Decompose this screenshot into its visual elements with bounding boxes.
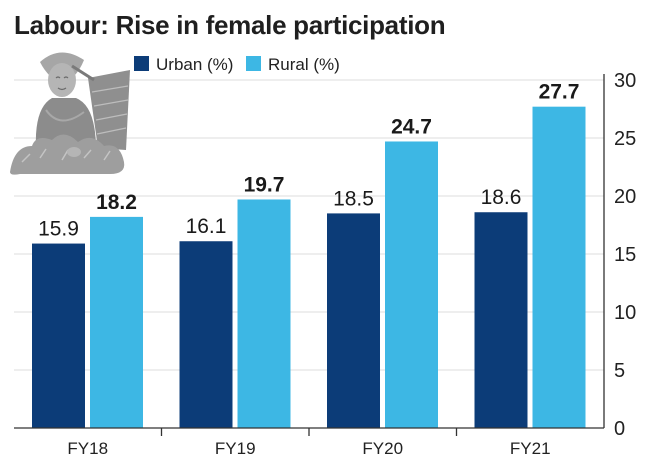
x-category-label: FY19 (215, 439, 256, 458)
bar-urban-fy20 (327, 213, 380, 428)
x-category-label: FY20 (362, 439, 403, 458)
bar-urban-fy18 (32, 243, 85, 428)
data-label-rural-fy19: 19.7 (244, 173, 285, 196)
x-category-label: FY21 (510, 439, 551, 458)
y-tick-label: 15 (614, 244, 636, 266)
y-tick-label: 20 (614, 186, 636, 208)
data-label-urban-fy18: 15.9 (38, 218, 79, 241)
chart-title: Labour: Rise in female participation (14, 10, 446, 40)
y-tick-label: 25 (614, 128, 636, 150)
axes: 0 5 10 15 20 25 30 FY18 FY19 FY20 FY21 (14, 70, 636, 458)
x-category-label: FY18 (67, 439, 108, 458)
data-label-urban-fy21: 18.6 (481, 186, 522, 209)
data-label-rural-fy20: 24.7 (391, 115, 432, 138)
data-label-rural-fy21: 27.7 (539, 81, 580, 104)
data-label-urban-fy19: 16.1 (186, 215, 227, 238)
y-tick-label: 30 (614, 70, 636, 92)
bars (32, 106, 586, 429)
legend: Urban (%) Rural (%) (134, 55, 340, 74)
legend-label-rural: Rural (%) (268, 55, 340, 74)
bar-rural-fy20 (385, 141, 438, 429)
data-label-urban-fy20: 18.5 (333, 187, 374, 210)
data-label-rural-fy18: 18.2 (96, 191, 137, 214)
bar-rural-fy21 (532, 106, 586, 429)
data-labels: 15.9 18.2 16.1 19.7 18.5 24.7 18.6 27.7 (38, 81, 579, 241)
bar-urban-fy21 (474, 212, 528, 428)
y-tick-label: 0 (614, 418, 625, 440)
bar-rural-fy19 (237, 199, 291, 428)
bar-rural-fy18 (90, 216, 143, 428)
woman-tea-picker-illustration (10, 52, 130, 175)
y-tick-label: 5 (614, 360, 625, 382)
legend-swatch-urban (134, 56, 149, 71)
bar-urban-fy19 (179, 241, 233, 428)
legend-label-urban: Urban (%) (156, 55, 233, 74)
y-tick-label: 10 (614, 302, 636, 324)
legend-swatch-rural (246, 56, 261, 71)
